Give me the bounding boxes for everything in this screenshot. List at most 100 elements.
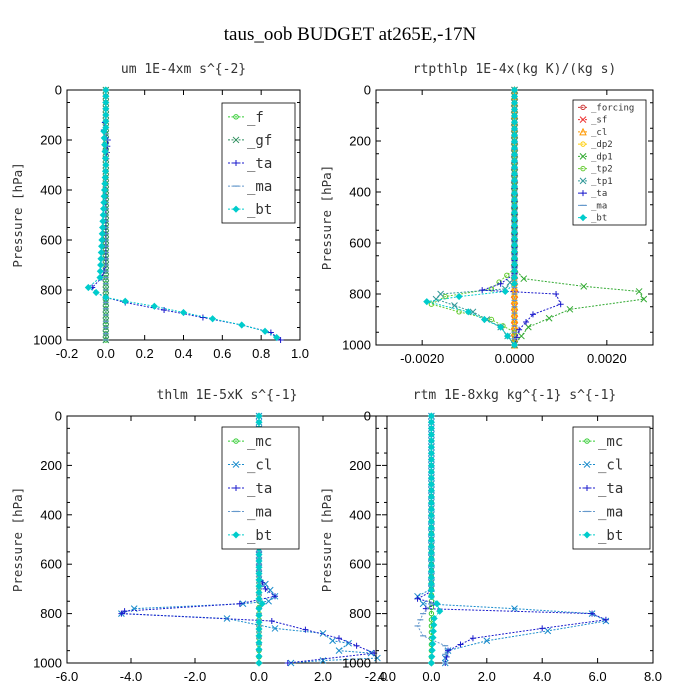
data-point (255, 659, 263, 667)
legend-label: _tp2 (591, 165, 613, 175)
y-tick-label: 400 (40, 507, 62, 522)
data-point (520, 275, 528, 283)
data-point (557, 301, 564, 308)
y-tick-label: 1000 (342, 338, 371, 353)
legend-swatch-marker (232, 136, 240, 144)
x-tick-label: 0.0020 (587, 351, 627, 366)
data-point (101, 141, 109, 149)
y-tick-label: 800 (40, 283, 62, 298)
legend-label: _mc (247, 434, 272, 450)
legend: _f _gf _ta _ma _bt (221, 102, 296, 224)
data-point (510, 341, 519, 349)
data-point (329, 637, 336, 645)
data-point (100, 134, 108, 142)
chart-panel-2: rtpthlp 1E-4x(kg K)/(kg s) Pressure [hPa]… (319, 62, 654, 366)
y-tick-label: 400 (349, 507, 371, 522)
data-point (414, 595, 421, 602)
data-point (580, 282, 588, 290)
series-line (416, 416, 608, 663)
data-point (258, 600, 266, 608)
series-bt (427, 412, 444, 667)
chart-panel-4: rtm 1E-8xkg kg^{-1} s^{-1} Pressure [hPa]… (319, 388, 662, 684)
legend-swatch-marker (232, 531, 240, 539)
data-point (545, 314, 553, 322)
data-point (161, 307, 168, 313)
data-point (102, 161, 110, 169)
legend-label: _mc (598, 434, 623, 450)
data-point (271, 625, 279, 632)
data-point (428, 653, 436, 661)
data-point (501, 287, 509, 296)
x-tick-label: 0.0000 (495, 351, 535, 366)
legend-swatch-marker (580, 190, 586, 197)
x-tick-label: 2.0 (478, 669, 496, 684)
panel-title: rtpthlp 1E-4x(kg K)/(kg s) (413, 62, 617, 77)
legend-swatch-marker (580, 165, 586, 172)
data-point (302, 626, 309, 633)
data-point (239, 600, 247, 608)
legend-label: _cl (591, 128, 607, 138)
y-tick-label: 0 (364, 409, 371, 424)
data-point (255, 618, 263, 626)
legend-swatch-marker (232, 205, 240, 213)
data-point (255, 652, 263, 660)
legend-label: _sf (591, 116, 607, 126)
y-axis-label: Pressure [hPa] (319, 165, 334, 270)
data-point (427, 592, 435, 600)
data-point (223, 615, 231, 622)
y-tick-label: 400 (40, 183, 62, 198)
data-point (265, 597, 272, 605)
data-point (100, 186, 109, 194)
data-point (255, 645, 263, 653)
data-point (179, 308, 188, 317)
y-tick-label: 200 (349, 134, 371, 149)
legend-swatch-marker (233, 438, 239, 444)
data-point (589, 610, 596, 617)
chart-panel-3: thlm 1E-5xK s^{-1} Pressure [hPa] 0 200 400 6… (10, 388, 396, 684)
legend-swatch-marker (584, 485, 590, 491)
plot-frame (66, 415, 388, 664)
x-tick-label: -0.0020 (400, 351, 444, 366)
y-tick-label: 1000 (33, 333, 62, 348)
data-point (497, 280, 504, 287)
data-point (284, 660, 291, 666)
data-point (84, 283, 92, 292)
data-point (451, 302, 458, 309)
data-point (150, 302, 158, 310)
data-point (423, 298, 431, 306)
data-point (255, 632, 263, 640)
legend-swatch-marker (580, 141, 586, 147)
data-point (432, 295, 440, 303)
legend-swatch-marker (579, 214, 587, 222)
data-point (97, 261, 105, 269)
legend-label: _gf (247, 133, 272, 149)
data-point (101, 180, 109, 188)
y-tick-label: 1000 (342, 656, 371, 671)
legend-label: _bt (598, 528, 623, 544)
data-point (262, 585, 269, 592)
series-tp2 (428, 87, 518, 348)
data-point (429, 640, 437, 648)
data-point (273, 333, 281, 342)
data-point (602, 616, 609, 623)
data-point (464, 308, 472, 316)
data-point (272, 593, 278, 600)
x-tick-label: -2.0 (365, 669, 387, 684)
data-point (433, 600, 441, 608)
legend-label: _dp1 (591, 152, 613, 162)
x-tick-label: 0.0 (250, 669, 268, 684)
legend: _forcing _sf _cl _dp2 _dp1 _tp2 _tp1 _ta _ma _bt (572, 99, 647, 226)
y-tick-label: 800 (40, 606, 62, 621)
data-point (419, 600, 427, 608)
plot-frame (375, 415, 654, 664)
legend-label: _bt (247, 202, 272, 218)
data-point (99, 217, 107, 225)
data-point (516, 326, 523, 333)
data-point (255, 605, 263, 613)
x-tick-label: 0.0 (422, 669, 440, 684)
series-line (426, 90, 515, 346)
legend-label: _ma (247, 179, 272, 195)
data-point (236, 600, 243, 607)
y-tick-label: 400 (349, 185, 371, 200)
